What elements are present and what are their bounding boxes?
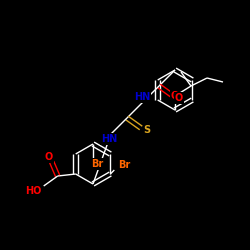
Text: HO: HO — [26, 186, 42, 196]
Text: O: O — [44, 152, 53, 162]
Text: HN: HN — [134, 92, 150, 102]
Text: Br: Br — [118, 160, 130, 170]
Text: Br: Br — [91, 159, 103, 169]
Text: O: O — [175, 93, 183, 103]
Text: HN: HN — [101, 134, 117, 144]
Text: O: O — [171, 91, 179, 101]
Text: S: S — [144, 125, 150, 135]
